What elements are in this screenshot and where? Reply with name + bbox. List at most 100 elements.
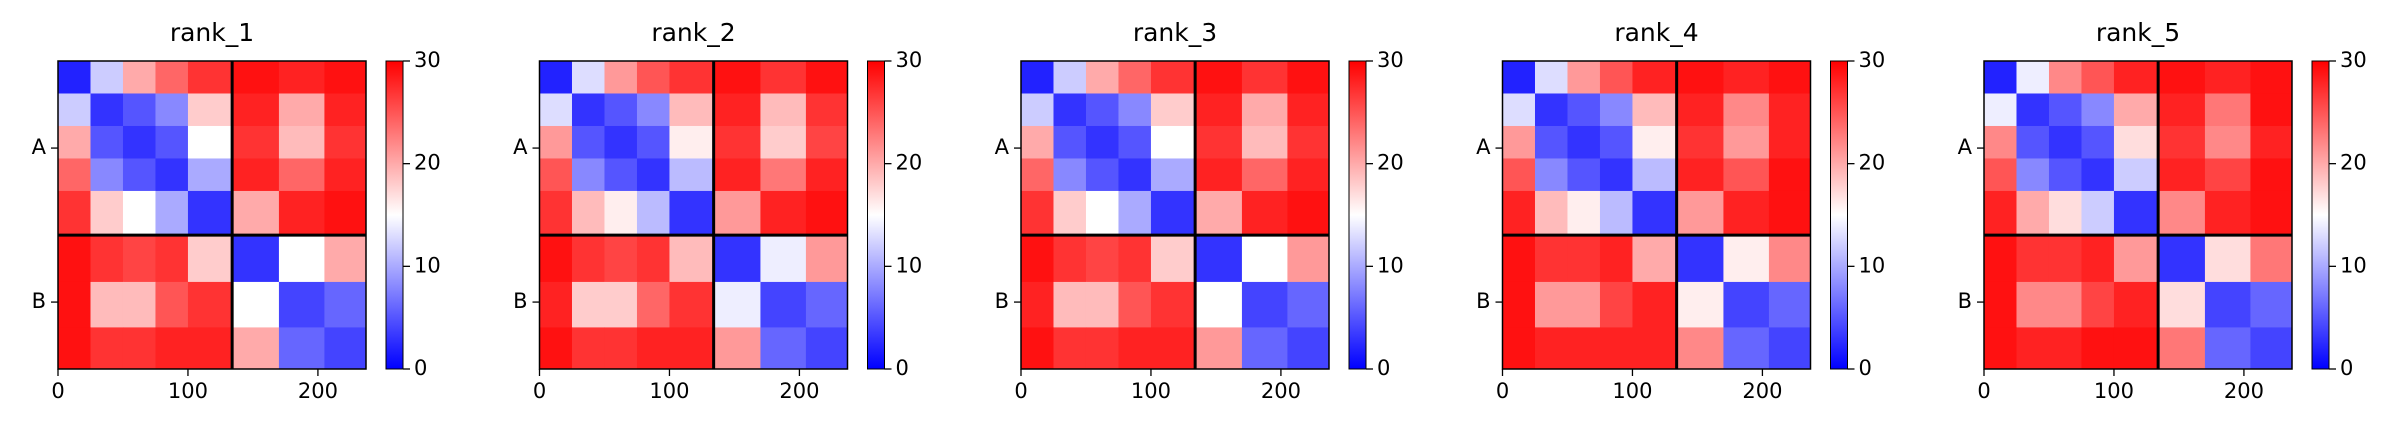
heatmap-cell bbox=[713, 125, 761, 159]
colorbar-tick-label: 10 bbox=[2340, 253, 2367, 277]
heatmap-cell bbox=[2113, 158, 2159, 192]
heatmap-cell bbox=[90, 93, 124, 127]
heatmap-cell bbox=[2016, 93, 2050, 127]
heatmap-cell bbox=[2113, 93, 2159, 127]
heatmap-cell bbox=[2081, 235, 2115, 283]
x-tick-label: 200 bbox=[2224, 379, 2264, 403]
heatmap-cell bbox=[2016, 281, 2050, 328]
heatmap-cell bbox=[232, 327, 280, 370]
plot-frame bbox=[57, 60, 367, 370]
panel: rank_3 0 100 200 A B 0 10 20 30 bbox=[995, 18, 1404, 403]
heatmap-cell bbox=[1599, 125, 1633, 159]
heatmap-cell bbox=[1150, 61, 1196, 94]
heatmap-cell bbox=[713, 327, 761, 370]
colorbar-tick-label: 0 bbox=[1377, 356, 1390, 380]
heatmap-cell bbox=[1599, 61, 1633, 94]
heatmap-cell bbox=[58, 327, 91, 370]
heatmap-cell bbox=[1053, 125, 1087, 159]
heatmap-cell bbox=[1150, 281, 1196, 328]
heatmap-cell bbox=[187, 125, 233, 159]
heatmap-cell bbox=[571, 235, 605, 283]
heatmap-cell bbox=[571, 190, 605, 236]
heatmap-cell bbox=[805, 327, 848, 370]
heatmap-cell bbox=[1676, 61, 1724, 94]
heatmap-cell bbox=[2016, 158, 2050, 192]
heatmap-cell bbox=[1599, 93, 1633, 127]
heatmap-cell bbox=[122, 281, 156, 328]
heatmap-cell bbox=[669, 61, 715, 94]
x-tick-label: 0 bbox=[1014, 379, 1027, 403]
heatmap-cell bbox=[1534, 158, 1568, 192]
heatmap-cell bbox=[278, 327, 325, 370]
heatmap-cell bbox=[187, 281, 233, 328]
heatmap-cell bbox=[155, 125, 189, 159]
heatmap-cell bbox=[122, 125, 156, 159]
heatmap-cell bbox=[2158, 327, 2206, 370]
y-tick-label: A bbox=[32, 135, 47, 159]
y-tick-label: A bbox=[1958, 135, 1973, 159]
heatmap-cell bbox=[2250, 61, 2293, 94]
heatmap-cell bbox=[1984, 61, 2017, 94]
heatmap-cell bbox=[1053, 93, 1087, 127]
heatmap-cell bbox=[1984, 281, 2017, 328]
heatmap-cell bbox=[713, 61, 761, 94]
heatmap-cell bbox=[1085, 281, 1119, 328]
heatmap-cell bbox=[90, 235, 124, 283]
heatmap-cell bbox=[1287, 235, 1330, 283]
heatmap-cell bbox=[1768, 93, 1811, 127]
colorbar-tick-label: 0 bbox=[1859, 356, 1872, 380]
heatmap-cell bbox=[2081, 327, 2115, 370]
heatmap-cell bbox=[1534, 93, 1568, 127]
heatmap-cell bbox=[2113, 327, 2159, 370]
heatmap-cell bbox=[1118, 93, 1152, 127]
heatmap-cell bbox=[604, 281, 638, 328]
heatmap-cell bbox=[1195, 327, 1243, 370]
heatmap-cell bbox=[1021, 235, 1054, 283]
heatmap-cell bbox=[1768, 125, 1811, 159]
heatmap-cell bbox=[805, 61, 848, 94]
heatmap-cell bbox=[155, 235, 189, 283]
y-tick-label: B bbox=[32, 289, 46, 313]
x-tick-label: 200 bbox=[1261, 379, 1301, 403]
heatmap-cell bbox=[122, 61, 156, 94]
heatmap-cell bbox=[155, 190, 189, 236]
heatmap-cell bbox=[1021, 190, 1054, 236]
heatmap-cell bbox=[760, 235, 807, 283]
y-tick-label: A bbox=[1476, 135, 1491, 159]
heatmap-cell bbox=[1984, 158, 2017, 192]
x-tick-label: 200 bbox=[298, 379, 338, 403]
heatmap-cell bbox=[155, 158, 189, 192]
heatmap-cell bbox=[58, 281, 91, 328]
heatmap-cell bbox=[1021, 281, 1054, 328]
heatmap-cell bbox=[278, 158, 325, 192]
heatmap-cell bbox=[1534, 235, 1568, 283]
heatmap-cell bbox=[232, 190, 280, 236]
x-tick-label: 0 bbox=[51, 379, 64, 403]
heatmap-cell bbox=[2250, 125, 2293, 159]
heatmap-cell bbox=[58, 61, 91, 94]
heatmap-cell bbox=[122, 93, 156, 127]
heatmap-cell bbox=[122, 235, 156, 283]
heatmap-cell bbox=[636, 61, 670, 94]
heatmap-cell bbox=[90, 125, 124, 159]
heatmap-cell bbox=[155, 93, 189, 127]
heatmap-cell bbox=[669, 190, 715, 236]
x-tick-label: 100 bbox=[1612, 379, 1652, 403]
heatmap-cell bbox=[278, 61, 325, 94]
heatmap-cell bbox=[1723, 327, 1770, 370]
heatmap-cell bbox=[604, 190, 638, 236]
heatmap-cell bbox=[1534, 190, 1568, 236]
heatmap-cell bbox=[2113, 281, 2159, 328]
heatmap-cell bbox=[1723, 61, 1770, 94]
colorbar-tick-label: 0 bbox=[896, 356, 909, 380]
heatmap-cell bbox=[232, 158, 280, 192]
heatmap-cell bbox=[539, 235, 573, 283]
heatmap-cell bbox=[1241, 190, 1288, 236]
heatmap-cell bbox=[2048, 158, 2082, 192]
heatmap-cell bbox=[1021, 125, 1054, 159]
heatmap-cell bbox=[1085, 61, 1119, 94]
heatmap-cell bbox=[1195, 61, 1243, 94]
heatmap-cell bbox=[232, 235, 280, 283]
heatmap-cell bbox=[1150, 125, 1196, 159]
